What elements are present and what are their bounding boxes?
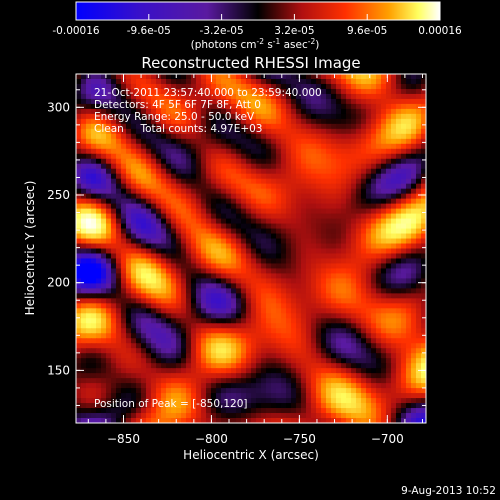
y-axis-label: Heliocentric Y (arcsec) xyxy=(23,181,37,316)
axis-ticks xyxy=(76,74,426,423)
y-tick-labels: 150 200 250 300 xyxy=(47,100,70,377)
colorbar: -0.00016 -9.6e-05 -3.2e-05 3.2e-05 9.6e-05 0.… xyxy=(52,1,462,51)
plot-frame xyxy=(75,73,427,424)
colorbar-ticks xyxy=(75,14,441,20)
x-tick-label: −700 xyxy=(371,432,404,446)
y-tick-label: 150 xyxy=(47,363,70,377)
colorbar-tick-labels: -0.00016 -9.6e-05 -3.2e-05 3.2e-05 9.6e-05 0.… xyxy=(52,25,462,37)
footer-date: 9-Aug-2013 10:52 xyxy=(401,485,496,497)
annotation-time-range: 21-Oct-2011 23:57:40.000 to 23:59:40.000 xyxy=(94,87,322,99)
annotation-energy-range: Energy Range: 25.0 - 50.0 keV xyxy=(94,111,255,123)
y-tick-label: 300 xyxy=(47,100,70,114)
annotation-detectors: Detectors: 4F 5F 6F 7F 8F, Att 0 xyxy=(94,99,261,111)
colorbar-tick-label: -9.6e-05 xyxy=(127,25,171,37)
colorbar-tick-label: -0.00016 xyxy=(52,25,100,37)
colorbar-tick-label: 9.6e-05 xyxy=(347,25,387,37)
x-axis-label: Heliocentric X (arcsec) xyxy=(183,448,319,462)
annotation-counts: Clean Total counts: 4.97E+03 xyxy=(94,123,263,135)
colorbar-tick-label: 0.00016 xyxy=(418,25,462,37)
x-tick-label: −850 xyxy=(107,432,140,446)
colorbar-tick-label: 3.2e-05 xyxy=(274,25,314,37)
x-tick-labels: −850 −800 −750 −700 xyxy=(107,432,404,446)
annotation-peak-position: Position of Peak = [-850,120] xyxy=(94,398,248,410)
x-tick-label: −750 xyxy=(283,432,316,446)
y-tick-label: 200 xyxy=(47,276,70,290)
annotation-block: 21-Oct-2011 23:57:40.000 to 23:59:40.000… xyxy=(94,87,322,410)
colorbar-unit-label: (photons cm-2 s-1 asec-2) xyxy=(191,37,320,51)
colorbar-tick-label: -3.2e-05 xyxy=(200,25,244,37)
heatmap-image xyxy=(76,74,426,423)
chart-title: Reconstructed RHESSI Image xyxy=(141,54,360,72)
y-tick-label: 250 xyxy=(47,188,70,202)
x-tick-label: −800 xyxy=(195,432,228,446)
colorbar-gradient xyxy=(75,1,441,21)
